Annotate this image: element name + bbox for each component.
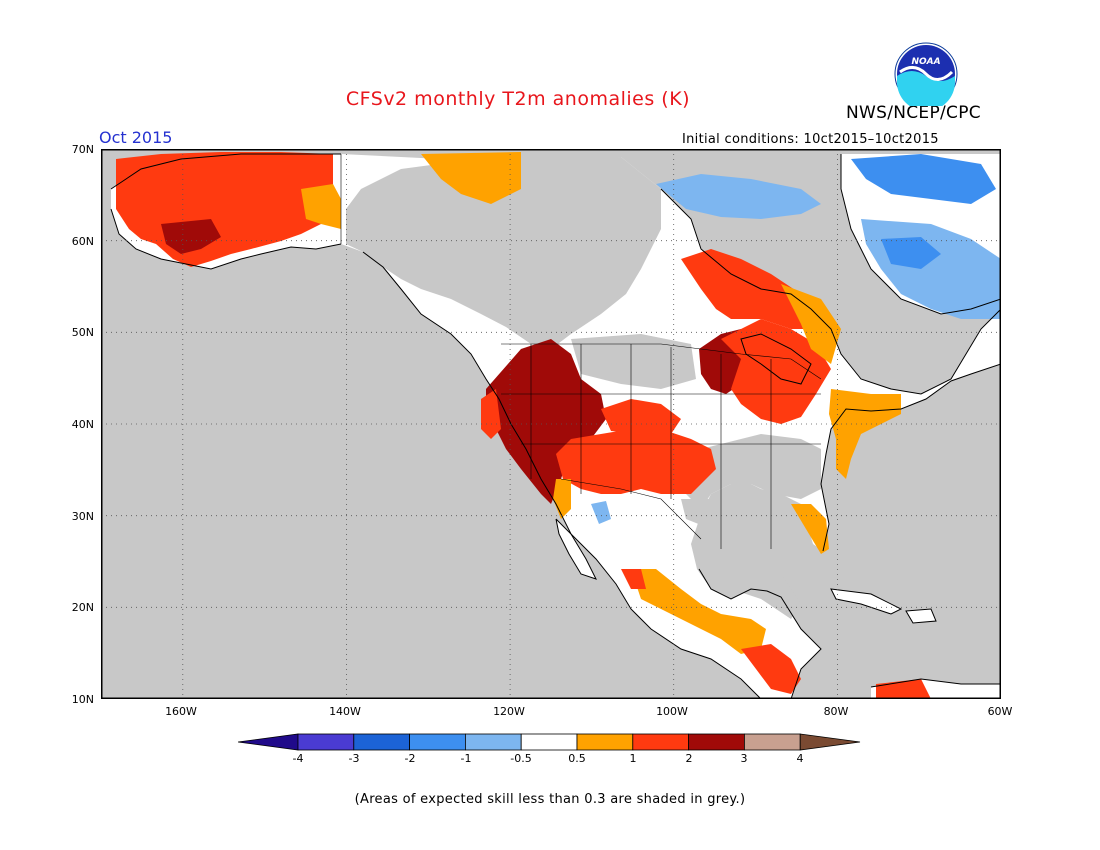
colorbar-tick-label: -2 [404, 752, 416, 765]
patch-ontario-1to2 [681, 249, 821, 329]
graticule [101, 149, 1001, 699]
patch-southwest-us-2to3 [486, 339, 606, 504]
coastline-hudson [660, 188, 1001, 395]
colorbar-tick-label: -4 [292, 752, 304, 765]
patch-florida-half-to-1 [791, 504, 829, 554]
lat-label: 10N [71, 693, 94, 706]
land-hispaniola [906, 609, 936, 623]
colorbar-box [743, 733, 801, 751]
colorbar-box [632, 733, 689, 751]
patch-alaska-2to3 [161, 219, 221, 254]
colorbar-tick-label: 1 [629, 752, 637, 765]
colorbar [238, 733, 861, 751]
coastline-east [820, 363, 1001, 552]
land-cuba [831, 589, 901, 614]
patch-great-lakes-1to2 [721, 319, 831, 424]
lat-label: 60N [71, 235, 94, 248]
low-skill-southeast-us [681, 434, 821, 509]
patch-baffin-neg [851, 154, 996, 204]
patch-mexico-coast-1to2 [621, 569, 646, 589]
political-boundaries [340, 154, 822, 549]
organization-label: NWS/NCEP/CPC [846, 103, 981, 123]
colorbar-box [464, 733, 522, 751]
lat-label: 70N [71, 143, 94, 156]
coastline-greenland [840, 154, 1001, 315]
low-skill-shading [346, 157, 846, 619]
map-frame [101, 149, 1001, 699]
colorbar-box [688, 733, 745, 751]
valid-month-label: Oct 2015 [99, 128, 173, 147]
patch-central-america-1to2 [741, 644, 801, 694]
colorbar-box [409, 733, 466, 751]
colorbar-arrow-high [799, 733, 861, 751]
colorbar-box [520, 733, 578, 751]
coastline-south-america [870, 678, 1001, 688]
anomaly-map [101, 149, 1001, 699]
map-title: CFSv2 monthly T2m anomalies (K) [345, 88, 691, 110]
skill-footnote: (Areas of expected skill less than 0.3 a… [354, 792, 746, 807]
colorbar-tick-label: -1 [460, 752, 472, 765]
logo-text: NOAA [911, 57, 940, 67]
coastline-gulf [698, 568, 822, 699]
lat-label: 40N [71, 418, 94, 431]
lon-label: 60W [987, 705, 1013, 718]
colorbar-box [353, 733, 411, 751]
colorbar-tick-label: 2 [685, 752, 693, 765]
patch-southwest-neg [591, 501, 611, 524]
coastline-hispaniola [905, 608, 937, 624]
anomaly-patches [116, 152, 1001, 699]
patch-ontario-rim-half-to-1 [781, 284, 841, 364]
patch-labrador-deeper-neg [881, 237, 941, 269]
patch-mexico-half-to-1 [631, 569, 766, 654]
colorbar-tick-label: 0.5 [568, 752, 586, 765]
coastlines [110, 153, 1001, 699]
coastline-west [362, 251, 762, 699]
colorbar-arrow-low [238, 733, 299, 751]
colorbar-tick-label: -3 [348, 752, 360, 765]
noaa-logo: NOAA [894, 42, 958, 106]
patch-southern-plains-1to2 [556, 429, 716, 494]
coastline-great-lakes [740, 333, 812, 385]
patch-southwest-edge-1to2 [481, 389, 501, 439]
colorbar-tick-label: 4 [796, 752, 804, 765]
colorbar-tick-label: 3 [740, 752, 748, 765]
initial-conditions-label: Initial conditions: 10ct2015–10ct2015 [682, 132, 939, 147]
patch-hudson-bay-neg [656, 174, 821, 219]
patch-yukon-half-to-1 [421, 152, 521, 204]
patch-central-plains-1to2 [601, 399, 681, 434]
lon-label: 120W [493, 705, 525, 718]
coastline-baja [555, 518, 597, 580]
coastline-alaska [110, 153, 341, 190]
lat-label: 50N [71, 326, 94, 339]
patch-southwest-mexico-half-to-1 [553, 479, 571, 519]
colorbar-tick-label: -0.5 [510, 752, 532, 765]
patch-alaska-half-to-1 [301, 184, 341, 229]
lon-label: 80W [823, 705, 849, 718]
low-skill-yucatan [721, 569, 801, 619]
land-baja [556, 519, 596, 579]
low-skill-interior-canada [346, 157, 661, 349]
lat-label: 30N [71, 510, 94, 523]
lat-label: 20N [71, 601, 94, 614]
colorbar-box [576, 733, 634, 751]
coastline-cuba [830, 588, 903, 615]
lon-label: 100W [656, 705, 688, 718]
lon-label: 140W [329, 705, 361, 718]
low-skill-northern-plains [571, 334, 696, 389]
boundary-us-mexico [560, 478, 702, 540]
coastline-alaska-south [110, 208, 342, 270]
lon-label: 160W [165, 705, 197, 718]
colorbar-box [297, 733, 355, 751]
patch-northeast-half-to-1 [829, 389, 901, 479]
